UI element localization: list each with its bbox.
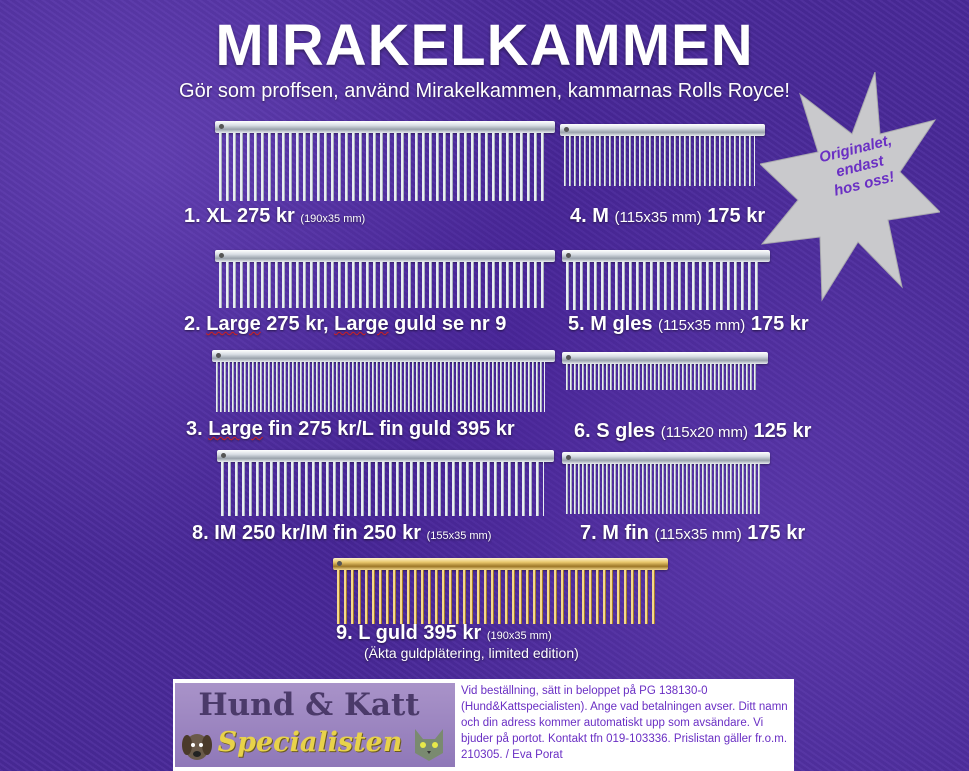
comb-large-image — [215, 250, 555, 308]
cat-icon — [415, 729, 443, 761]
starburst-shape — [760, 72, 940, 302]
product-7-name: 7. M fin — [580, 522, 649, 544]
product-2-price: 275 kr, — [260, 313, 335, 335]
product-2-gold-ref: guld se nr 9 — [388, 313, 507, 335]
product-9-name: 9. L guld 395 kr — [336, 622, 482, 644]
product-4-price: 175 kr — [707, 205, 766, 227]
comb-l-guld-image — [333, 558, 668, 624]
product-5-label: 5. M gles (115x35 mm) 175 kr — [568, 313, 809, 336]
comb-m-fin-image — [562, 452, 770, 514]
product-7-label: 7. M fin (115x35 mm) 175 kr — [580, 522, 805, 545]
product-5-name: 5. M gles — [568, 313, 653, 335]
product-9-label: 9. L guld 395 kr (190x35 mm) — [336, 622, 552, 645]
product-6-label: 6. S gles (115x20 mm) 125 kr — [574, 420, 811, 443]
starburst-badge — [760, 72, 940, 302]
page-subtitle: Gör som proffsen, använd Mirakelkammen, … — [179, 80, 790, 102]
product-1-size: (190x35 mm) — [300, 213, 366, 225]
product-1-label: 1. XL 275 kr (190x35 mm) — [184, 205, 365, 228]
product-7-price: 175 kr — [747, 522, 806, 544]
comb-m-image — [560, 124, 765, 186]
product-2-large-2: Large — [334, 313, 389, 335]
product-8-name: 8. IM 250 kr/IM fin 250 kr — [192, 522, 421, 544]
product-2-number: 2. — [184, 313, 207, 335]
product-9-size: (190x35 mm) — [486, 630, 552, 642]
product-6-price: 125 kr — [753, 420, 812, 442]
product-5-price: 175 kr — [750, 313, 809, 335]
page-title: MIRAKELKAMMEN — [215, 13, 754, 78]
comb-xl-image — [215, 121, 555, 201]
product-3-price: fin 275 kr/L fin guld 395 kr — [262, 418, 515, 440]
store-logo: Hund & Katt Specialisten — [175, 683, 455, 767]
logo-text-top: Hund & Katt — [198, 687, 420, 723]
product-4-size: (115x35 mm) — [614, 209, 702, 226]
comb-s-gles-image — [562, 352, 768, 390]
product-3-label: 3. Large fin 275 kr/L fin guld 395 kr — [186, 418, 515, 441]
comb-large-fin-image — [212, 350, 555, 412]
product-2-label: 2. Large 275 kr, Large guld se nr 9 — [184, 313, 506, 336]
order-instructions: Vid beställning, sätt in beloppet på PG … — [461, 685, 788, 761]
product-7-size: (115x35 mm) — [654, 526, 742, 543]
product-5-size: (115x35 mm) — [658, 317, 746, 334]
product-9-note: (Äkta guldplätering, limited edition) — [364, 645, 579, 661]
product-4-label: 4. M (115x35 mm) 175 kr — [570, 205, 765, 228]
product-6-name: 6. S gles — [574, 420, 656, 442]
product-3-number: 3. — [186, 418, 209, 440]
product-3-large: Large — [208, 418, 263, 440]
product-8-size: (155x35 mm) — [426, 530, 492, 542]
dog-icon — [182, 734, 212, 760]
product-1-price: 275 kr — [237, 205, 295, 227]
product-8-label: 8. IM 250 kr/IM fin 250 kr (155x35 mm) — [192, 522, 491, 545]
logo-text-bottom: Specialisten — [217, 727, 403, 758]
product-1-name: 1. XL — [184, 205, 232, 227]
footer-box: Hund & Katt Specialisten Vid beställning… — [173, 679, 794, 771]
comb-m-gles-image — [562, 250, 770, 310]
product-6-size: (115x20 mm) — [660, 424, 748, 441]
product-4-name: 4. M — [570, 205, 609, 227]
comb-im-image — [217, 450, 554, 516]
product-2-large-1: Large — [206, 313, 261, 335]
